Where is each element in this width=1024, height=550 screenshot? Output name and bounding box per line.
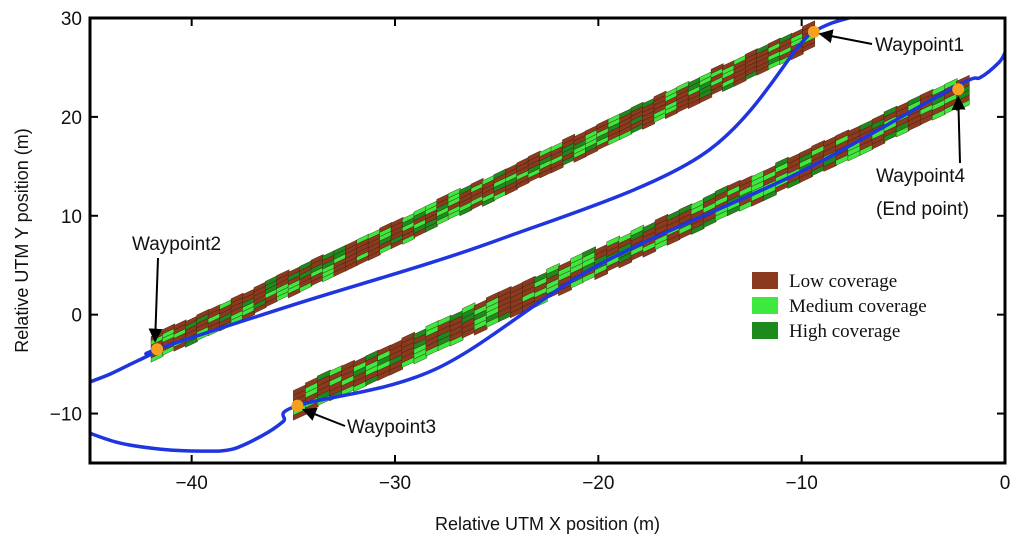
legend-swatch-low [752,272,778,289]
coverage-cell [356,233,370,245]
coverage-cell [710,63,724,74]
coverage-cell [437,314,452,327]
coverage-cell [310,254,324,265]
coverage-cell [276,269,290,281]
legend-swatch-medium [752,297,778,314]
waypoint4-sublabel: (End point) [876,199,969,220]
coverage-cell [920,88,934,101]
coverage-cell [196,308,210,320]
coverage-cell [715,184,729,197]
y-tick-label: 0 [71,306,82,327]
coverage-cell [768,37,781,49]
coverage-strips [150,20,970,421]
coverage-cell [944,78,958,90]
coverage-cell [630,101,644,113]
coverage-cell [317,369,331,382]
coverage-cell [678,203,693,215]
y-tick-label: −10 [50,405,82,426]
coverage-cell [401,331,415,344]
coverage-cell [630,224,645,237]
coverage-cell [835,129,849,142]
coverage-cell [527,150,541,162]
coverage-cell [775,156,789,169]
coverage-cell [653,90,667,102]
y-tick-label: 20 [61,108,82,129]
waypoint4-label: Waypoint4 [876,166,965,187]
coverage-cell [562,133,575,145]
coverage-cell [390,216,404,228]
legend-label-high: High coverage [789,321,900,342]
axis-ticks: −40 −30 −20 −10 0 −10 0 10 20 30 [50,9,1011,494]
coverage-cell [546,262,560,275]
waypoint4-marker [952,83,965,96]
x-tick-label: −30 [379,473,411,494]
coverage-cell [461,302,476,314]
waypoint1-marker [807,25,820,38]
waypoint3-marker [291,399,304,412]
coverage-cell [883,105,898,118]
waypoint1-arrow [818,29,873,45]
plot-frame [88,16,1007,465]
y-tick-label: 30 [61,9,82,30]
legend-label-medium: Medium coverage [789,296,927,317]
coverage-cell [727,179,741,192]
coverage-cell [493,168,507,180]
coverage-cell [739,175,753,187]
legend-swatch-high [752,322,778,339]
coverage-cell [341,359,355,372]
coverage-cell [522,275,536,288]
coverage-cell [582,246,596,258]
coverage-cell [539,146,553,158]
trajectory-lower [90,51,1005,453]
coverage-cell [329,364,343,377]
coverage-cell [470,177,484,189]
legend-label-low: Low coverage [789,271,897,292]
waypoint-annotations: Waypoint1 Waypoint2 Waypoint3 Waypoint4 … [132,29,969,438]
coverage-cell [654,213,669,226]
coverage-cell [207,304,221,315]
x-tick-label: −10 [786,473,818,494]
waypoint2-label: Waypoint2 [132,234,221,255]
waypoint2-arrow [148,257,163,343]
trajectory-lines [90,18,1005,453]
x-tick-label: −40 [176,473,208,494]
waypoint4-arrow [951,95,966,164]
coverage-cell [173,319,187,331]
coverage-cell [425,320,440,332]
waypoint3-label: Waypoint3 [347,417,436,438]
x-tick-label: 0 [1000,473,1011,494]
coverage-cell [811,139,825,152]
coverage-cell [379,221,393,233]
waypoint-markers [151,25,965,412]
coverage-cell [779,32,793,44]
coverage-cell [606,235,620,248]
x-tick-label: −20 [582,473,614,494]
y-axis-label: Relative UTM Y position (m) [12,128,32,352]
y-tick-label: 10 [61,207,82,228]
coverage-cell [377,344,391,357]
coverage-cell [498,285,512,298]
coverage-cell [365,349,379,362]
coverage-cell [676,80,690,92]
waypoint3-arrow [302,407,346,427]
x-axis-label: Relative UTM X position (m) [435,514,660,534]
legend: Low coverage Medium coverage High covera… [752,271,927,342]
coverage-cell [230,292,244,304]
waypoint1-label: Waypoint1 [875,35,964,56]
coverage-cell [447,187,461,199]
coverage-cell [745,48,758,60]
waypoint2-marker [151,343,164,356]
